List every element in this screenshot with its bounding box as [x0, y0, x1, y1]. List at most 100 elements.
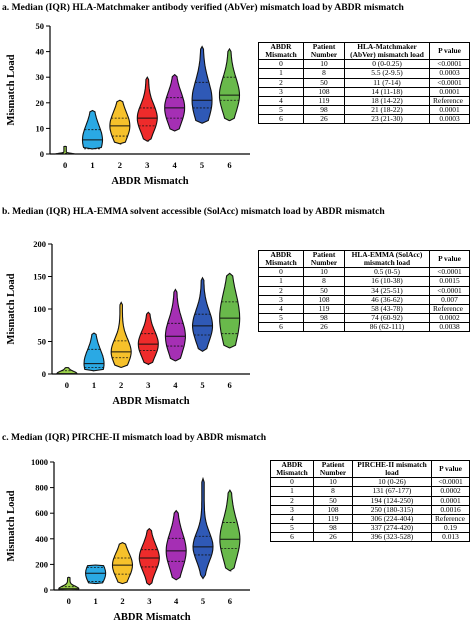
table-header-cell: Patient Number [303, 249, 345, 269]
table-row: 3 108 14 (11-18) 0.0001 [258, 86, 470, 97]
violin-shape-4 [164, 73, 186, 132]
x-tick-label: 6 [227, 160, 231, 170]
y-tick-label: 50 [38, 337, 47, 347]
y-tick-label: 1000 [31, 457, 48, 467]
table-row: 3 108 250 (180-315) 0.0016 [270, 504, 470, 515]
x-tick-label: 3 [147, 596, 151, 606]
panel-title: a. Median (IQR) HLA-Matchmaker antibody … [2, 2, 404, 13]
table-row: 0 10 0.5 (0-5) <0.0001 [258, 267, 470, 278]
x-tick-label: 3 [146, 380, 150, 390]
table-cell: 194 (124-250) [352, 495, 432, 506]
table-cell: 0.007 [429, 294, 470, 305]
table-header-cell: P value [429, 41, 470, 61]
table-cell: 0.0038 [429, 322, 470, 333]
table-row: 6 26 86 (62-111) 0.0038 [258, 322, 470, 333]
table-row: 1 8 5.5 (2-9.5) 0.0003 [258, 68, 470, 79]
table-cell: 26 [313, 532, 353, 543]
table-cell: 250 (180-315) [352, 504, 432, 515]
y-tick-label: 20 [36, 98, 45, 108]
y-tick-label: 200 [33, 239, 46, 249]
table-cell: <0.0001 [429, 285, 470, 296]
table-cell: 3 [270, 504, 314, 515]
x-tick-label: 1 [93, 596, 97, 606]
table-cell: 2 [258, 285, 304, 296]
table-cell: 26 [303, 322, 345, 333]
violin-shape-6 [218, 47, 241, 122]
table-cell: 396 (323-528) [352, 532, 432, 543]
table-row: 0 10 0 (0-0.25) <0.0001 [258, 59, 470, 70]
table-cell: 50 [303, 285, 345, 296]
table-cell: <0.0001 [429, 77, 470, 88]
y-axis-label: Mismatch Load [6, 273, 17, 344]
table-cell: 6 [258, 322, 304, 333]
x-tick-label: 4 [174, 596, 179, 606]
table-cell: 108 [303, 294, 345, 305]
table-header-cell: ABDR Mismatch [270, 459, 314, 479]
panel-b: b. Median (IQR) HLA-EMMA solvent accessi… [0, 206, 474, 407]
table-cell: 5.5 (2-9.5) [344, 68, 430, 79]
y-tick-label: 0 [42, 369, 46, 379]
y-tick-label: 200 [35, 559, 48, 569]
y-axis-label: Mismatch Load [6, 490, 17, 561]
table-cell: 26 [303, 114, 345, 125]
table-cell: 0.0003 [429, 68, 470, 79]
table-row: 2 50 11 (7-14) <0.0001 [258, 77, 470, 88]
violin-shape-5 [192, 476, 214, 580]
table-cell: 23 (21-30) [344, 114, 430, 125]
table-cell: 131 (67-177) [352, 486, 432, 497]
panel-a: a. Median (IQR) HLA-Matchmaker antibody … [0, 2, 474, 198]
violin-shape-2 [111, 541, 134, 585]
violin-shape-4 [165, 509, 187, 581]
table-cell: 6 [270, 532, 314, 543]
y-tick-label: 150 [33, 272, 46, 282]
table-row: 5 98 74 (60-92) 0.0002 [258, 312, 470, 324]
violin-shape-2 [109, 99, 131, 145]
violin-shape-1 [85, 564, 107, 585]
table-row: 3 108 46 (36-62) 0.007 [258, 294, 470, 305]
violin-shape-6 [219, 272, 241, 349]
table-header-row: ABDR Mismatch Patient Number HLA-EMMA (S… [258, 249, 470, 269]
table-cell: 108 [303, 86, 345, 97]
table-cell: 3 [258, 294, 304, 305]
table-cell: 2 [258, 77, 304, 88]
panel-c: c. Median (IQR) PIRCHE-II mismatch load … [0, 432, 474, 623]
violin-shape-0 [58, 576, 80, 591]
table-cell: 14 (11-18) [344, 86, 430, 97]
table-row: 5 98 21 (18-22) 0.0001 [258, 104, 470, 116]
table-cell: 0.0003 [429, 114, 470, 125]
x-tick-label: 2 [119, 380, 123, 390]
violin-shape-3 [138, 527, 160, 586]
y-tick-label: 800 [35, 483, 48, 493]
table-cell: 0.0001 [431, 495, 470, 506]
table-header-row: ABDR Mismatch Patient Number PIRCHE-II m… [270, 459, 470, 479]
y-tick-label: 0 [44, 585, 48, 595]
table-cell: 108 [313, 504, 353, 515]
table-header-cell: Patient Number [313, 459, 353, 479]
table-header-cell: HLA-Matchmaker (AbVer) mismatch load [344, 41, 430, 61]
table-header-cell: ABDR Mismatch [258, 249, 304, 269]
table-cell: 8 [303, 276, 345, 287]
violin-chart-b: 0 50 100 150 200 0 1 2 3 4 5 6 ABDR Mismatch Mismatch… [6, 239, 250, 407]
table-header-cell: PIRCHE-II mismatch load [352, 459, 432, 479]
y-tick-label: 10 [36, 123, 45, 133]
table-header-cell: P value [431, 459, 470, 479]
x-tick-label: 4 [173, 160, 178, 170]
violin-shape-1 [83, 332, 105, 372]
y-tick-label: 100 [33, 304, 46, 314]
table-cell: 46 (36-62) [344, 294, 430, 305]
x-tick-label: 0 [63, 160, 67, 170]
table-cell: 50 [303, 77, 345, 88]
y-axis-label: Mismatch Load [6, 54, 17, 125]
violin-shape-5 [191, 45, 213, 124]
x-tick-label: 6 [228, 596, 232, 606]
x-axis-label: ABDR Mismatch [111, 176, 188, 187]
table-row: 6 26 23 (21-30) 0.0003 [258, 114, 470, 125]
table-cell: 2 [270, 495, 314, 506]
x-tick-label: 5 [200, 380, 204, 390]
x-tick-label: 4 [173, 380, 178, 390]
y-tick-label: 400 [35, 534, 48, 544]
panel-title: b. Median (IQR) HLA-EMMA solvent accessi… [2, 206, 385, 217]
table-row: 1 8 16 (10-38) 0.0015 [258, 276, 470, 287]
table-cell: 0.0002 [431, 486, 470, 497]
violin-chart-c: 0 200 400 600 800 1000 0 1 2 3 4 5 6 ABDR Mismatch Mis… [6, 457, 250, 623]
